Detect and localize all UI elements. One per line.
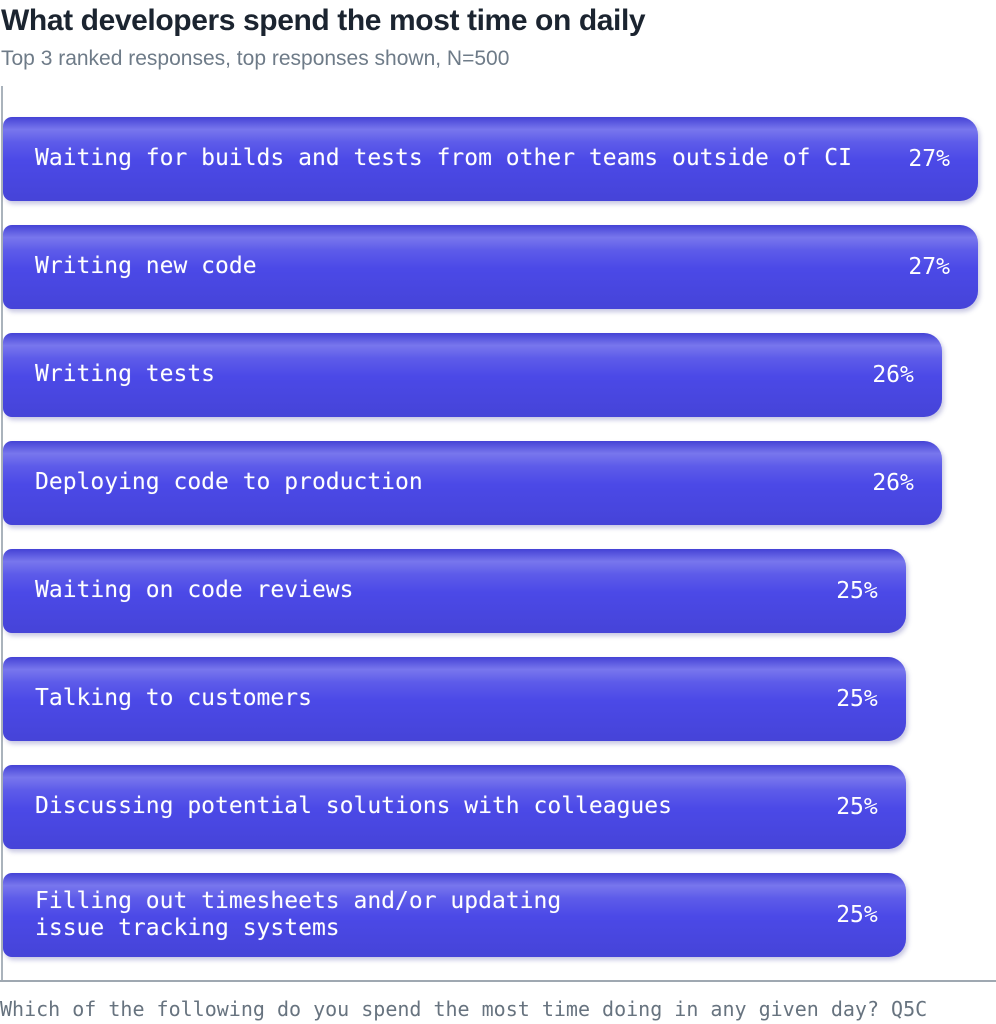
bar-label: Waiting on code reviews [35, 577, 354, 604]
chart-subtitle: Top 3 ranked responses, top responses sh… [1, 46, 510, 70]
bar-value: 26% [872, 470, 914, 496]
bar-value: 25% [836, 686, 878, 712]
bar-label: Discussing potential solutions with coll… [35, 793, 672, 820]
bar-label: Waiting for builds and tests from other … [35, 145, 852, 172]
chart-header: What developers spend the most time on d… [0, 0, 996, 71]
source-question: Which of the following do you spend the … [0, 997, 928, 1021]
bar-value: 25% [836, 902, 878, 928]
bar-value: 27% [908, 146, 950, 172]
bar-label: Filling out timesheets and/or updating i… [35, 887, 562, 941]
bar-row: Discussing potential solutions with coll… [3, 765, 906, 849]
bar-label: Talking to customers [35, 685, 312, 712]
bar-row: Writing new code 27% [3, 225, 978, 309]
bar-label: Writing tests [35, 361, 216, 388]
chart-footnote: Which of the following do you spend the … [0, 997, 996, 1021]
bar-value: 27% [908, 254, 950, 280]
bar-value: 25% [836, 794, 878, 820]
bar-row: Waiting for builds and tests from other … [3, 117, 978, 201]
bar-label: Writing new code [35, 253, 257, 280]
bar-row: Writing tests 26% [3, 333, 942, 417]
x-axis-line [0, 980, 996, 982]
bar-label: Deploying code to production [35, 469, 423, 496]
bar-row: Deploying code to production 26% [3, 441, 942, 525]
bar-value: 25% [836, 578, 878, 604]
bar-value: 26% [872, 362, 914, 388]
bar-chart: Waiting for builds and tests from other … [0, 86, 996, 982]
y-axis-line [1, 86, 3, 982]
bars-container: Waiting for builds and tests from other … [3, 117, 996, 957]
chart-title: What developers spend the most time on d… [1, 4, 646, 37]
bar-row: Talking to customers 25% [3, 657, 906, 741]
bar-row: Waiting on code reviews 25% [3, 549, 906, 633]
bar-row: Filling out timesheets and/or updating i… [3, 873, 906, 957]
